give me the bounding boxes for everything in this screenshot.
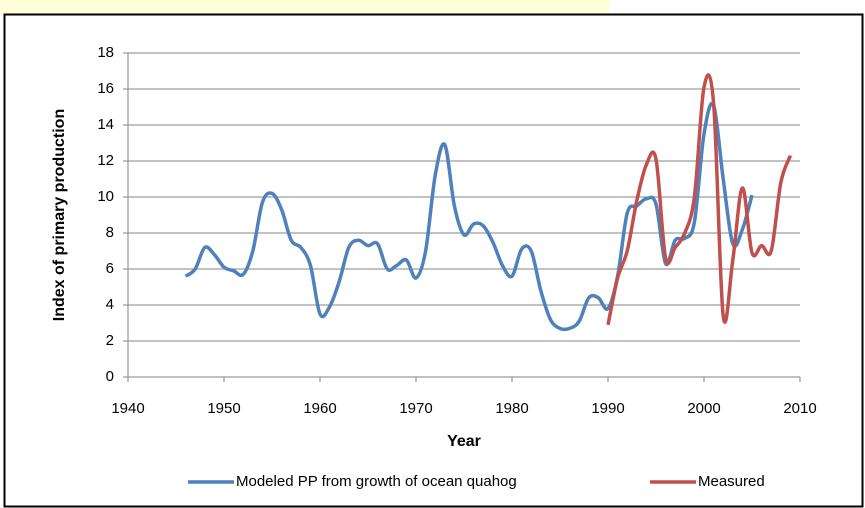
legend-label: Modeled PP from growth of ocean quahog	[236, 473, 517, 490]
x-tick-label: 1990	[591, 400, 624, 417]
y-tick-label: 18	[97, 44, 114, 61]
y-tick-label: 0	[106, 368, 114, 385]
y-tick-label: 8	[106, 224, 114, 241]
y-tick-label: 14	[97, 116, 114, 133]
x-tick-label: 1940	[111, 400, 144, 417]
y-tick-label: 10	[97, 188, 114, 205]
data-line	[606, 73, 793, 326]
x-tick-label: 1980	[495, 400, 528, 417]
x-axis-title: Year	[447, 433, 481, 450]
header-strip	[0, 0, 610, 14]
x-tick-label: 1950	[207, 400, 240, 417]
y-tick-label: 16	[97, 80, 114, 97]
x-tick-label: 1960	[303, 400, 336, 417]
x-tick-label: 2010	[783, 400, 816, 417]
data-line	[184, 101, 754, 332]
y-tick-label: 4	[106, 296, 114, 313]
x-tick-label: 2000	[687, 400, 720, 417]
y-tick-label: 2	[106, 332, 114, 349]
y-tick-label: 12	[97, 152, 114, 169]
x-tick-label: 1970	[399, 400, 432, 417]
legend-label: Measured	[698, 473, 765, 490]
y-axis-title: Index of primary production	[51, 109, 68, 321]
y-tick-label: 6	[106, 260, 114, 277]
